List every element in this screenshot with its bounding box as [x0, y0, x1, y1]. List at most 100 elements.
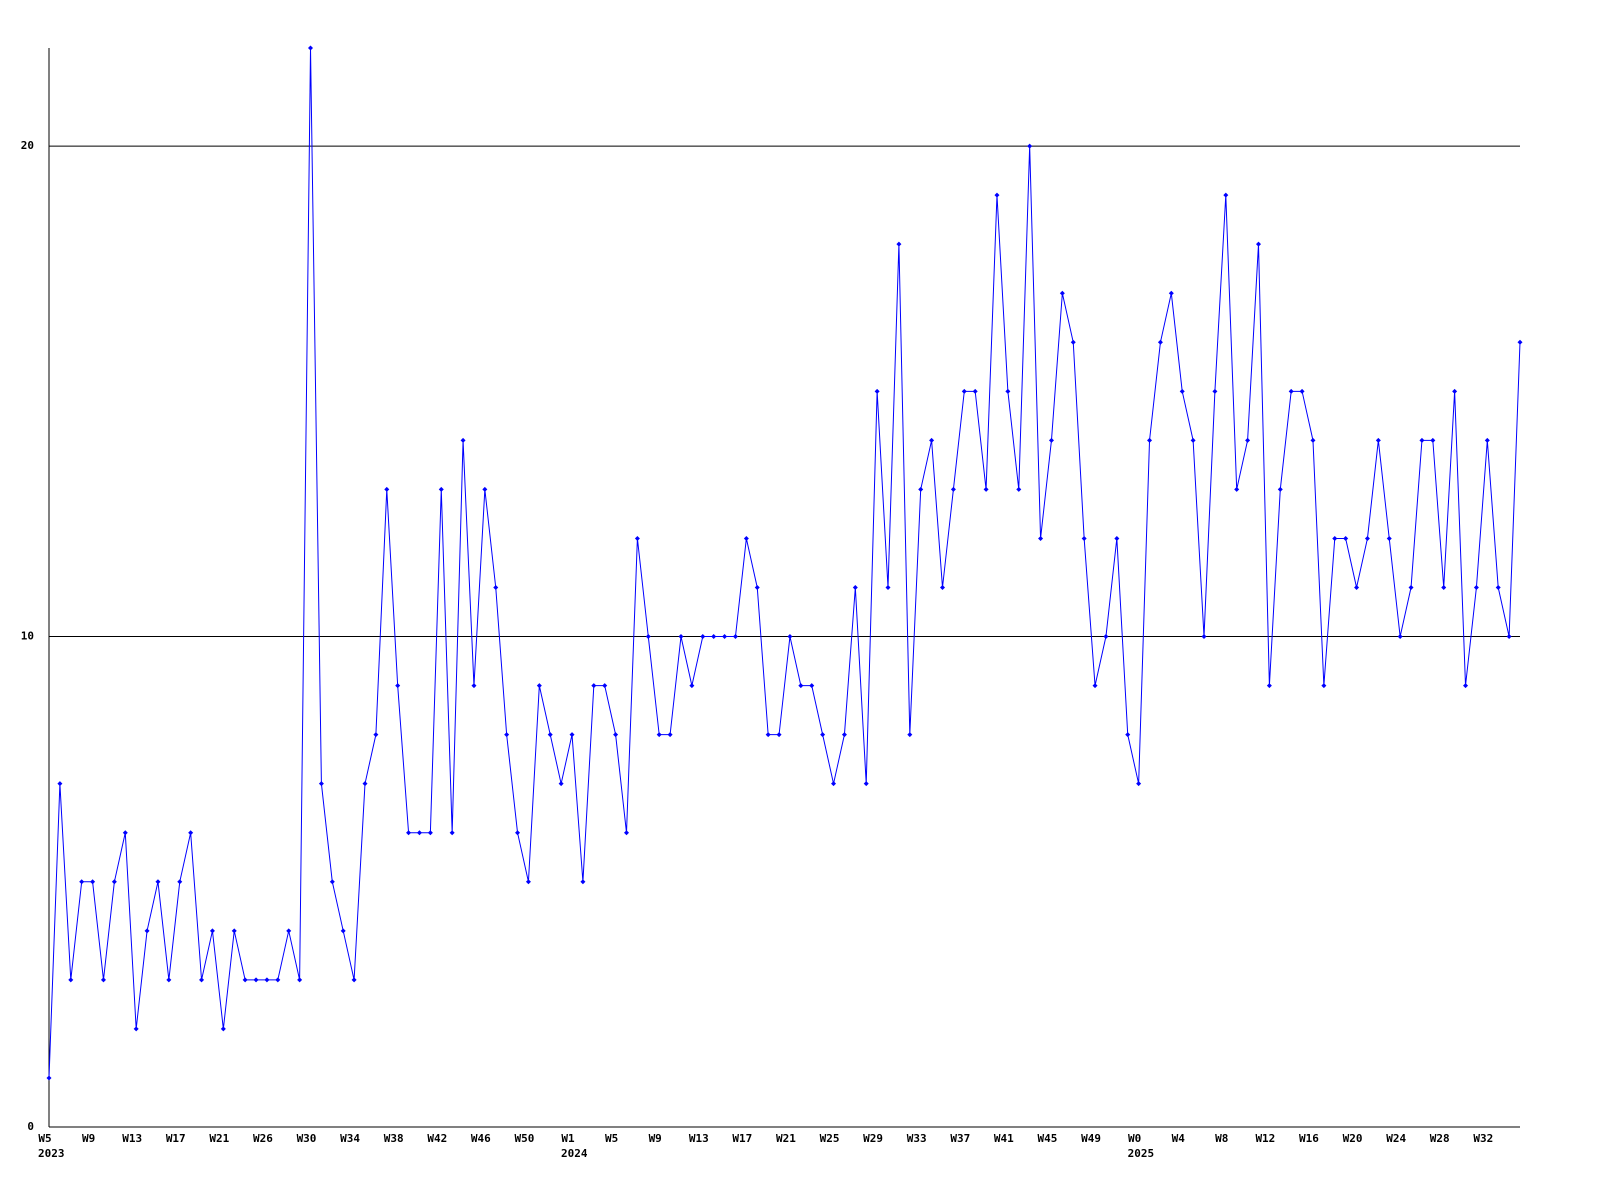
- point-marker: [754, 585, 760, 590]
- point-marker: [678, 634, 684, 640]
- point-marker: [1234, 486, 1240, 492]
- x-tick-label: W42: [427, 1132, 447, 1145]
- x-tick-label: W13: [689, 1132, 709, 1145]
- point-marker: [591, 683, 597, 689]
- point-marker: [1190, 437, 1196, 443]
- y-tick-label: 20: [21, 139, 34, 152]
- point-marker: [1201, 634, 1207, 640]
- x-tick-label: W17: [732, 1132, 752, 1145]
- point-marker: [79, 879, 85, 885]
- point-marker: [1179, 388, 1185, 394]
- point-marker: [885, 585, 891, 590]
- point-marker: [253, 977, 259, 983]
- point-marker: [1332, 535, 1338, 541]
- point-marker: [732, 634, 738, 640]
- point-marker: [46, 1075, 52, 1081]
- point-marker: [558, 781, 564, 787]
- point-marker: [961, 388, 967, 394]
- point-marker: [1059, 290, 1065, 296]
- point-marker: [1048, 437, 1054, 443]
- x-year-label: 2023: [38, 1147, 65, 1160]
- x-tick-label: W41: [994, 1132, 1014, 1145]
- point-marker: [416, 830, 422, 836]
- point-marker: [1375, 437, 1381, 443]
- point-marker: [1310, 437, 1316, 443]
- x-tick-label: W50: [514, 1132, 534, 1145]
- point-marker: [297, 977, 303, 983]
- point-marker: [373, 732, 379, 738]
- x-tick-label: W45: [1038, 1132, 1058, 1145]
- point-marker: [1277, 486, 1283, 492]
- point-marker: [580, 879, 586, 885]
- point-marker: [1506, 634, 1512, 640]
- point-marker: [1288, 388, 1294, 394]
- point-marker: [1495, 585, 1501, 590]
- point-marker: [689, 683, 695, 689]
- point-marker: [743, 535, 749, 541]
- x-tick-label: W21: [209, 1132, 229, 1145]
- point-marker: [1136, 781, 1142, 787]
- point-marker: [329, 879, 335, 885]
- point-marker: [613, 732, 619, 738]
- point-marker: [199, 977, 205, 983]
- point-marker: [1473, 585, 1479, 590]
- point-marker: [776, 732, 782, 738]
- point-marker: [209, 928, 215, 934]
- point-marker: [841, 732, 847, 738]
- point-marker: [1081, 535, 1087, 541]
- point-marker: [471, 683, 477, 689]
- point-marker: [1212, 388, 1218, 394]
- point-marker: [384, 486, 390, 492]
- point-marker: [351, 977, 357, 983]
- x-tick-label: W9: [82, 1132, 95, 1145]
- point-marker: [711, 634, 717, 640]
- point-marker: [111, 879, 117, 885]
- x-tick-label: W9: [649, 1132, 662, 1145]
- point-marker: [100, 977, 106, 983]
- point-marker: [1343, 535, 1349, 541]
- point-marker: [831, 781, 837, 787]
- point-marker: [90, 879, 96, 885]
- point-marker: [809, 683, 815, 689]
- point-marker: [1419, 437, 1425, 443]
- point-marker: [188, 830, 194, 836]
- point-marker: [515, 830, 521, 836]
- point-marker: [242, 977, 248, 983]
- point-marker: [1397, 634, 1403, 640]
- x-tick-label: W8: [1215, 1132, 1228, 1145]
- point-marker: [144, 928, 150, 934]
- y-tick-label: 10: [21, 630, 34, 643]
- x-tick-label: W21: [776, 1132, 796, 1145]
- x-tick-label: W49: [1081, 1132, 1101, 1145]
- x-tick-label: W20: [1343, 1132, 1363, 1145]
- point-marker: [1517, 339, 1523, 345]
- x-tick-label: W16: [1299, 1132, 1319, 1145]
- point-marker: [362, 781, 368, 787]
- point-marker: [122, 830, 128, 836]
- point-marker: [482, 486, 488, 492]
- point-marker: [286, 928, 292, 934]
- point-marker: [1463, 683, 1469, 689]
- point-marker: [155, 879, 161, 885]
- point-marker: [1452, 388, 1458, 394]
- point-marker: [1168, 290, 1174, 296]
- point-marker: [863, 781, 869, 787]
- point-marker: [1103, 634, 1109, 640]
- x-tick-label: W34: [340, 1132, 360, 1145]
- point-marker: [722, 634, 728, 640]
- point-marker: [1038, 535, 1044, 541]
- point-marker: [645, 634, 651, 640]
- x-tick-label: W25: [820, 1132, 840, 1145]
- x-tick-label: W28: [1430, 1132, 1450, 1145]
- point-marker: [427, 830, 433, 836]
- point-marker: [929, 437, 935, 443]
- point-marker: [798, 683, 804, 689]
- point-marker: [460, 437, 466, 443]
- x-tick-label: W0: [1128, 1132, 1141, 1145]
- x-tick-label: W5: [38, 1132, 51, 1145]
- point-marker: [504, 732, 510, 738]
- series-line: [48, 47, 1521, 1078]
- point-marker: [1321, 683, 1327, 689]
- x-tick-label: W1: [561, 1132, 575, 1145]
